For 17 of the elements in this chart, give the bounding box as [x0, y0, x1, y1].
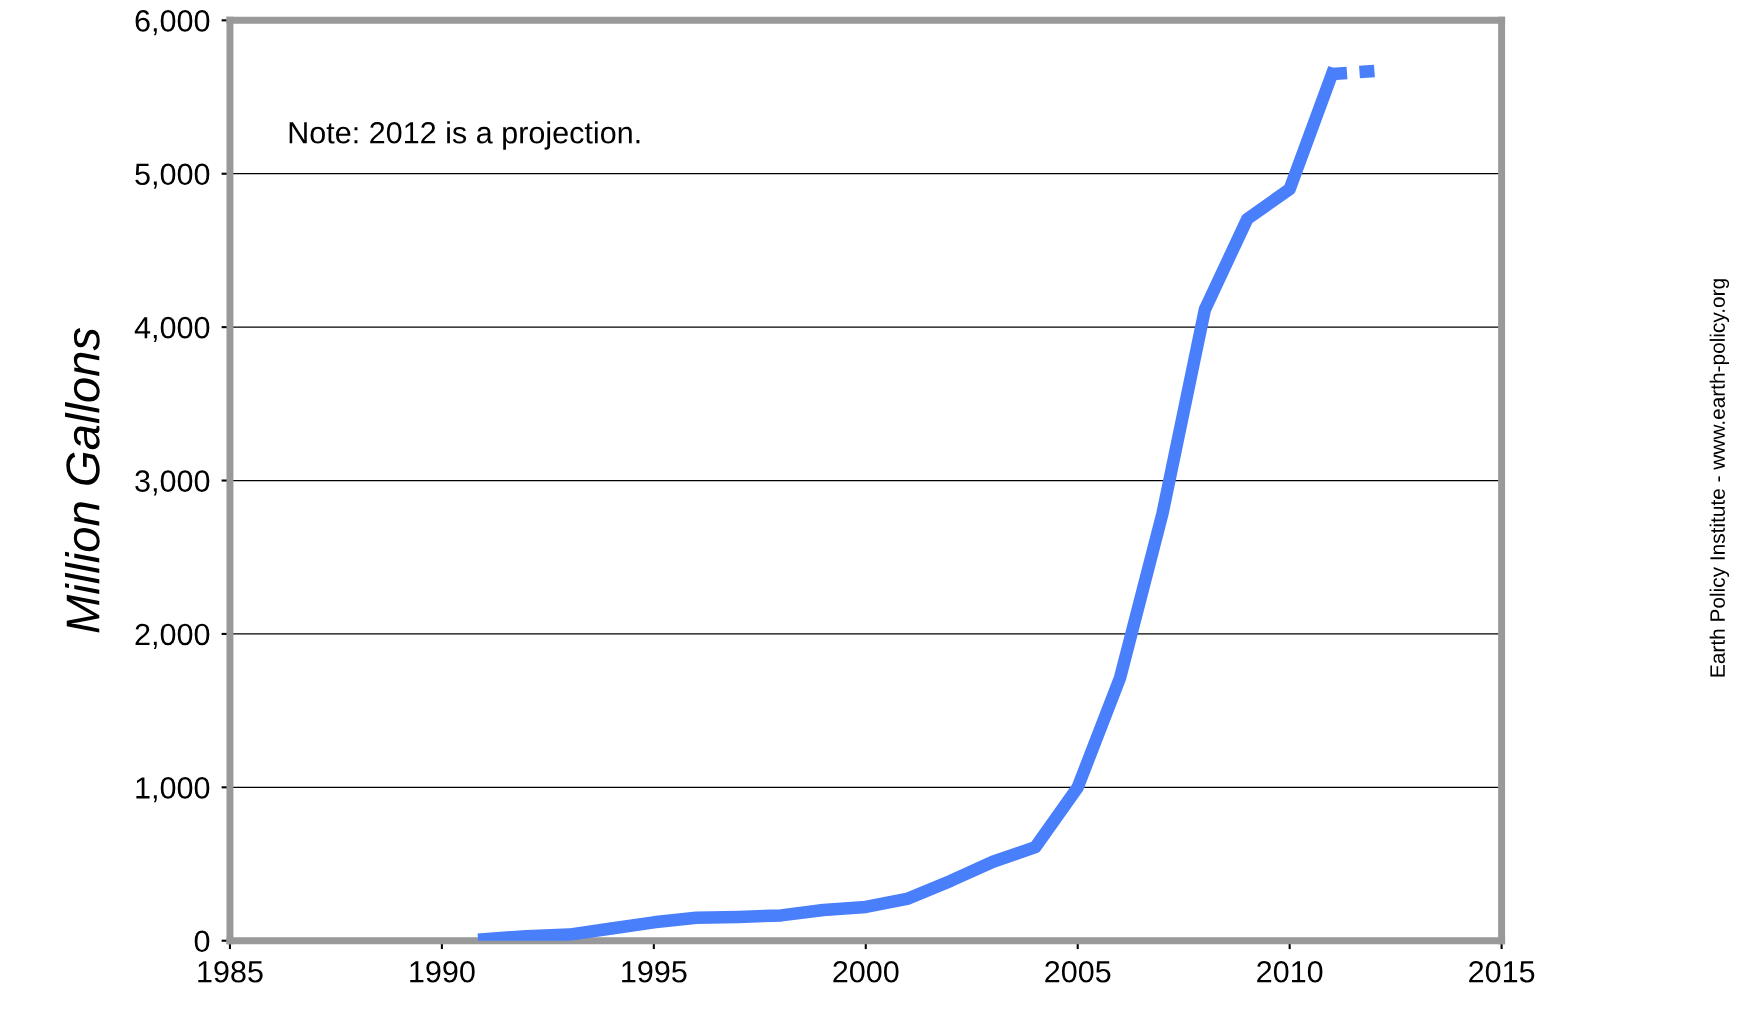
annotation: Note: 2012 is a projection. [289, 121, 640, 150]
y-tick-label: 1,000 [136, 777, 210, 803]
x-tick-label: 2000 [833, 960, 899, 983]
y-tick-label: 4,000 [134, 316, 210, 343]
x-tick-label: 1990 [410, 960, 475, 983]
y-tick-label: 0 [194, 930, 210, 953]
x-tick-label: 1985 [198, 960, 263, 983]
y-tick-label: 6,000 [135, 10, 210, 36]
x-tick-label: 2015 [1469, 960, 1535, 983]
y-tick-label: 5,000 [135, 163, 210, 189]
x-tick-label: 1995 [622, 960, 687, 983]
y-tick-label: 3,000 [135, 470, 210, 496]
y-tick-label: 2,000 [135, 623, 210, 649]
x-tick-label: 2010 [1257, 960, 1323, 983]
text: Earth Policy Institute - www.earth-policy.org [1709, 279, 1730, 677]
y-axis-title: Million Gallons [65, 327, 100, 633]
x-tick-label: 2005 [1045, 960, 1111, 983]
